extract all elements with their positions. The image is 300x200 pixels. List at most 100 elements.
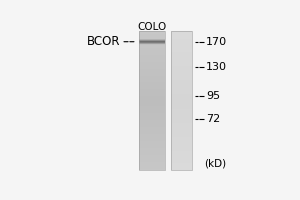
Bar bbox=[171, 133, 192, 134]
Bar bbox=[139, 92, 165, 94]
Bar bbox=[171, 66, 192, 67]
Bar bbox=[171, 135, 192, 137]
Bar bbox=[171, 124, 192, 126]
Bar bbox=[171, 105, 192, 106]
Bar bbox=[171, 91, 192, 92]
Bar bbox=[139, 85, 165, 87]
Bar bbox=[139, 156, 165, 158]
Bar bbox=[139, 82, 165, 84]
Bar bbox=[171, 95, 192, 97]
Bar bbox=[171, 168, 192, 169]
Bar bbox=[139, 40, 165, 41]
Bar bbox=[139, 140, 165, 141]
Bar bbox=[139, 56, 165, 58]
Bar bbox=[139, 70, 165, 72]
Bar bbox=[139, 98, 165, 99]
Bar bbox=[171, 82, 192, 84]
Bar bbox=[171, 113, 192, 115]
Bar bbox=[171, 106, 192, 108]
Bar bbox=[171, 141, 192, 143]
Bar bbox=[171, 31, 192, 32]
Bar bbox=[171, 88, 192, 90]
Bar bbox=[139, 133, 165, 134]
Bar bbox=[139, 45, 165, 46]
Bar bbox=[139, 99, 165, 101]
Bar bbox=[139, 52, 165, 53]
Bar bbox=[139, 169, 165, 170]
Bar bbox=[139, 103, 165, 105]
Bar bbox=[139, 53, 165, 55]
Bar bbox=[139, 35, 165, 37]
Bar bbox=[171, 110, 192, 112]
Bar bbox=[139, 77, 165, 78]
Bar bbox=[139, 122, 165, 123]
Bar bbox=[171, 76, 192, 77]
Bar bbox=[171, 128, 192, 130]
Bar bbox=[171, 138, 192, 140]
Bar bbox=[171, 92, 192, 94]
Bar bbox=[171, 94, 192, 95]
Bar bbox=[139, 55, 165, 56]
Bar bbox=[171, 127, 192, 129]
Bar bbox=[139, 112, 165, 113]
Bar bbox=[139, 154, 165, 155]
Bar bbox=[139, 81, 165, 83]
Bar bbox=[171, 99, 192, 101]
Text: COLO: COLO bbox=[137, 22, 166, 32]
Bar bbox=[139, 124, 165, 126]
Bar bbox=[139, 42, 165, 43]
Bar bbox=[171, 63, 192, 65]
Bar bbox=[139, 31, 165, 32]
Bar bbox=[171, 101, 192, 102]
Bar bbox=[139, 148, 165, 150]
Bar bbox=[139, 44, 165, 45]
Bar bbox=[139, 67, 165, 69]
Bar bbox=[171, 137, 192, 138]
Bar bbox=[171, 42, 192, 44]
Bar bbox=[171, 49, 192, 51]
Bar bbox=[171, 34, 192, 35]
Bar bbox=[171, 149, 192, 151]
Bar bbox=[171, 166, 192, 168]
Bar bbox=[171, 43, 192, 45]
Bar bbox=[171, 89, 192, 91]
Bar bbox=[171, 69, 192, 70]
Bar bbox=[171, 126, 192, 127]
Bar bbox=[139, 141, 165, 143]
Bar bbox=[139, 32, 165, 34]
Bar bbox=[171, 96, 192, 98]
Bar bbox=[171, 38, 192, 39]
Bar bbox=[171, 71, 192, 73]
Bar bbox=[139, 34, 165, 35]
Bar bbox=[171, 103, 192, 105]
Bar bbox=[171, 67, 192, 69]
Bar bbox=[171, 46, 192, 48]
Bar bbox=[139, 147, 165, 148]
Bar bbox=[171, 131, 192, 133]
Text: BCOR: BCOR bbox=[86, 35, 120, 48]
Bar bbox=[171, 159, 192, 161]
Bar bbox=[139, 37, 165, 38]
Bar bbox=[139, 145, 165, 147]
Bar bbox=[139, 48, 165, 49]
Bar bbox=[171, 59, 192, 60]
Bar bbox=[139, 105, 165, 106]
Bar bbox=[171, 70, 192, 72]
Bar bbox=[139, 50, 165, 52]
Bar bbox=[139, 60, 165, 62]
Bar bbox=[171, 162, 192, 163]
Bar bbox=[139, 138, 165, 140]
Bar bbox=[171, 77, 192, 78]
Bar bbox=[139, 102, 165, 104]
Bar bbox=[139, 101, 165, 102]
Bar bbox=[171, 78, 192, 80]
Bar bbox=[139, 88, 165, 90]
Bar bbox=[139, 127, 165, 129]
Text: 72: 72 bbox=[206, 114, 220, 124]
Bar bbox=[171, 81, 192, 83]
Bar bbox=[139, 166, 165, 168]
Bar bbox=[139, 41, 165, 42]
Bar bbox=[139, 120, 165, 122]
Bar bbox=[171, 134, 192, 136]
Bar bbox=[171, 152, 192, 154]
